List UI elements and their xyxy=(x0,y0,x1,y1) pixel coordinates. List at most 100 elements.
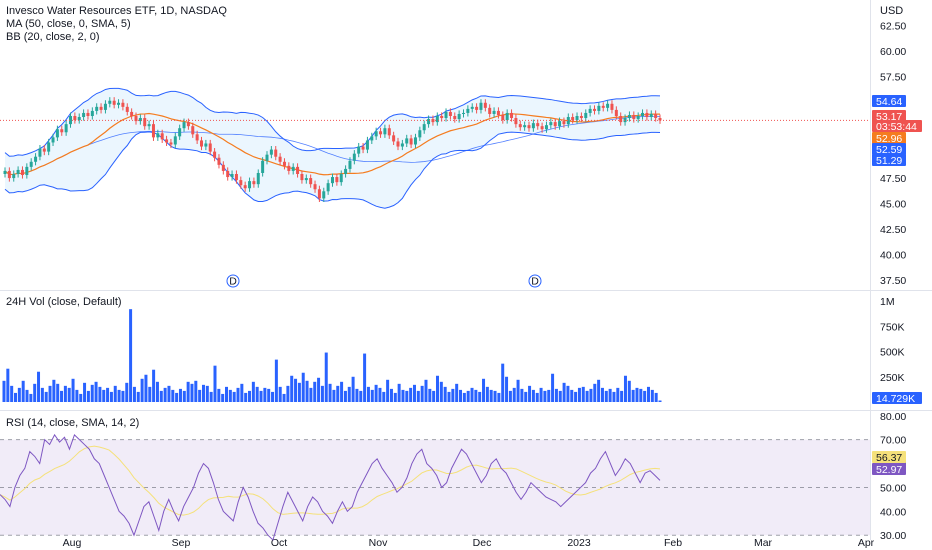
volume-y-tick: 250K xyxy=(880,372,905,384)
volume-bar xyxy=(109,391,113,402)
volume-bar xyxy=(612,391,616,402)
candle-body xyxy=(383,128,387,135)
volume-bar xyxy=(83,382,87,402)
candle-body xyxy=(291,166,295,171)
volume-bar xyxy=(48,385,52,402)
candle-body xyxy=(112,100,116,105)
volume-bar xyxy=(570,389,574,402)
x-tick-label: Feb xyxy=(664,537,682,549)
volume-bar xyxy=(386,379,390,402)
volume-bar xyxy=(225,386,229,402)
volume-bar xyxy=(505,376,509,402)
candle-body xyxy=(221,164,225,171)
candle-body xyxy=(536,123,540,127)
candle-body xyxy=(143,118,147,127)
price-y-tick: 62.50 xyxy=(880,20,906,32)
candle-body xyxy=(69,116,72,125)
volume-bar xyxy=(516,379,520,402)
volume-bar xyxy=(551,373,555,402)
volume-bar xyxy=(524,391,528,402)
volume-bar xyxy=(175,392,179,402)
candle-body xyxy=(392,135,396,142)
candle-body xyxy=(226,170,230,178)
candle-body xyxy=(606,103,610,108)
x-tick-label: Aug xyxy=(63,537,82,549)
volume-bar xyxy=(213,365,217,402)
volume-bar xyxy=(309,387,313,402)
x-tick-label: Mar xyxy=(754,537,773,549)
candle-body xyxy=(339,174,343,183)
volume-bar xyxy=(585,390,589,402)
volume-bar xyxy=(420,385,424,402)
volume-bar xyxy=(282,393,286,402)
candle-body xyxy=(169,142,173,145)
volume-bar xyxy=(397,383,401,402)
volume-bar xyxy=(320,385,324,402)
volume-bar xyxy=(574,391,578,402)
candle-body xyxy=(213,151,217,158)
candle-body xyxy=(601,105,605,108)
volume-bar xyxy=(171,389,175,402)
candle-body xyxy=(151,124,155,138)
candle-body xyxy=(413,137,417,145)
volume-bar xyxy=(86,390,90,402)
volume-bar xyxy=(393,392,397,402)
volume-bar xyxy=(294,378,298,402)
volume-bar xyxy=(455,383,459,402)
volume-bar xyxy=(332,389,336,402)
volume-bar xyxy=(562,382,566,402)
volume-bar xyxy=(67,387,71,402)
candle-body xyxy=(73,116,77,121)
candle-body xyxy=(374,131,378,137)
candle-body xyxy=(90,110,94,116)
volume-bar xyxy=(512,387,516,402)
volume-bar xyxy=(21,380,25,402)
volume-bar xyxy=(98,386,102,402)
volume-bar xyxy=(589,388,593,402)
rsi-label: 52.97 xyxy=(876,464,902,476)
volume-bar xyxy=(209,391,213,402)
volume-bar xyxy=(259,390,263,402)
rsi-y-tick: 70.00 xyxy=(880,435,906,447)
rsi-legend: RSI (14, close, SMA, 14, 2) xyxy=(6,417,140,429)
candle-body xyxy=(593,108,596,111)
candle-body xyxy=(571,117,575,121)
volume-bar xyxy=(313,381,317,402)
candle-body xyxy=(165,139,169,143)
volume-bar xyxy=(140,378,144,402)
volume-bar xyxy=(478,391,482,402)
candle-body xyxy=(134,116,138,122)
volume-bar xyxy=(447,391,451,402)
x-tick-label: Oct xyxy=(271,537,287,549)
price-tag xyxy=(872,154,906,166)
price-y-tick: 45.00 xyxy=(880,199,906,211)
volume-bar xyxy=(228,389,232,402)
candle-body xyxy=(269,149,273,155)
candle-body xyxy=(261,160,265,173)
candle-body xyxy=(34,156,38,162)
candle-body xyxy=(243,185,247,189)
volume-bar xyxy=(343,390,347,402)
dividend-marker xyxy=(528,274,542,288)
volume-bar xyxy=(56,383,60,402)
volume-bar xyxy=(159,390,163,402)
price-y-tick: 42.50 xyxy=(880,224,906,236)
candle-body xyxy=(304,178,308,181)
rsi-y-tick: 50.00 xyxy=(880,482,906,494)
candle-body xyxy=(125,106,129,112)
candle-body xyxy=(566,117,570,125)
price-y-tick: 60.00 xyxy=(880,46,906,58)
candle-body xyxy=(357,146,361,154)
candle-body xyxy=(518,124,522,128)
volume-bar xyxy=(554,388,558,402)
volume-bar xyxy=(255,386,259,402)
candle-body xyxy=(64,124,68,133)
volume-bar xyxy=(435,375,439,402)
candle-body xyxy=(409,138,413,145)
candle-body xyxy=(182,122,186,129)
candle-body xyxy=(501,114,505,121)
candle-body xyxy=(178,128,182,137)
dividend-label: D xyxy=(531,276,539,288)
volume-bar xyxy=(79,393,83,402)
